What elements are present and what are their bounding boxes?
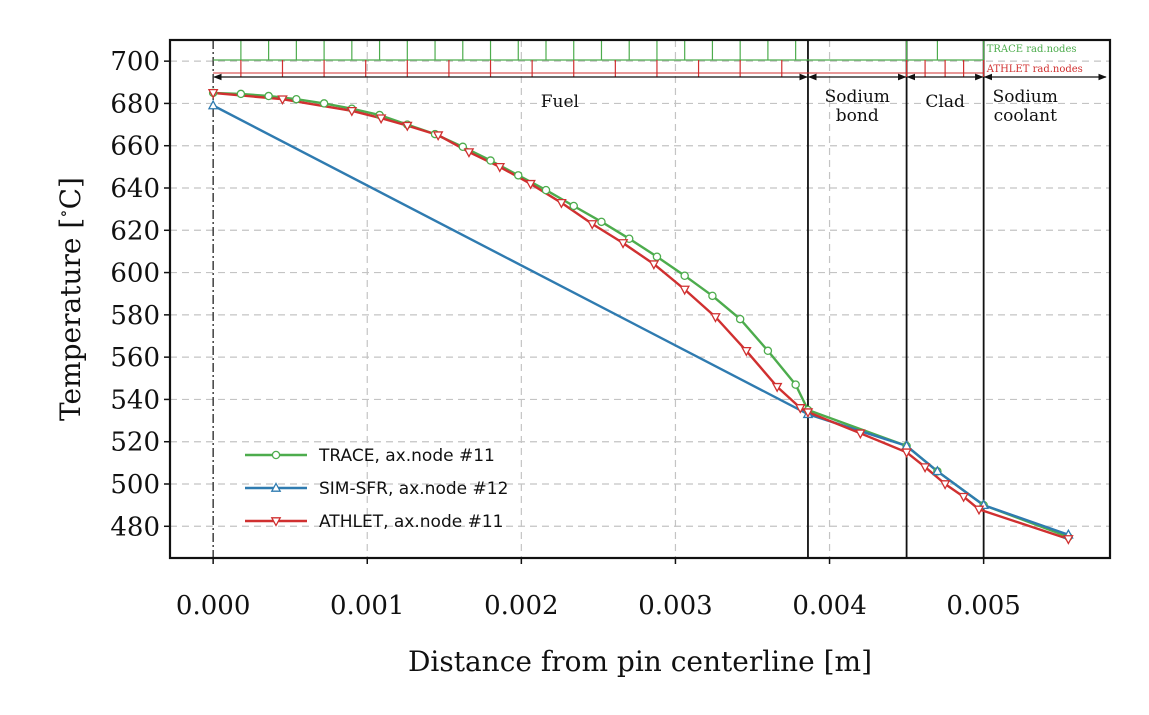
y-tick-label-2: 520 — [110, 428, 160, 458]
series-0-point-11 — [514, 171, 523, 180]
series-2-point-10 — [586, 220, 598, 230]
y-axis-title-unit: C] — [54, 177, 87, 209]
legend-marker-1 — [270, 482, 282, 492]
series-2-point-23 — [958, 492, 969, 503]
series-0-point-3 — [292, 94, 301, 104]
x-tick-label-4: 0.004 — [792, 591, 866, 621]
series-2-point-3 — [375, 114, 387, 125]
series-2-point-25 — [1063, 535, 1074, 545]
series-2-point-18 — [802, 408, 814, 418]
y-tick-label-4: 560 — [110, 343, 160, 373]
series-0-point-17 — [680, 271, 689, 280]
series-0-point-1 — [236, 89, 246, 99]
series-2-point-14 — [710, 313, 721, 323]
x-axis-title: Distance from pin centerline [m] — [408, 645, 872, 678]
plot-background — [170, 40, 1110, 558]
series-2-point-17 — [794, 404, 806, 414]
trace-nodes-label: TRACE rad.nodes — [987, 44, 1077, 55]
y-tick-label-7: 620 — [110, 216, 160, 246]
series-2-point-21 — [919, 463, 931, 473]
series-2-point-15 — [741, 346, 752, 357]
region-label-2-0: Clad — [925, 92, 965, 112]
series-0-point-2 — [264, 91, 273, 101]
region-label-3-1: coolant — [994, 106, 1058, 126]
series-2-point-7 — [494, 163, 506, 173]
series-2-point-0 — [207, 89, 219, 99]
series-0-point-12 — [541, 185, 551, 195]
series-2-point-16 — [771, 382, 783, 393]
series-2-point-20 — [901, 448, 912, 459]
x-tick-label-3: 0.003 — [638, 591, 712, 621]
series-2-point-9 — [556, 198, 567, 209]
y-tick-label-10: 680 — [110, 89, 160, 119]
series-1-point-0 — [207, 99, 219, 110]
legend: TRACE, ax.node #11 SIM-SFR, ax.node #12 AT… — [245, 446, 508, 532]
series-2-point-5 — [432, 131, 444, 142]
series-2-point-4 — [402, 121, 413, 132]
series-2-point-12 — [648, 260, 660, 270]
y-tick-label-6: 600 — [110, 259, 160, 289]
series-2-point-1 — [277, 95, 288, 106]
series-0-point-19 — [735, 314, 745, 324]
series-0-point-20 — [763, 346, 773, 356]
series-line-1 — [212, 104, 1069, 536]
region-label-3-0: Sodium — [993, 87, 1058, 107]
series-0-point-10 — [486, 156, 495, 165]
y-tick-label-11: 700 — [110, 47, 160, 77]
athlet-nodes-label: ATHLET rad.nodes — [986, 64, 1083, 75]
series-0-point-16 — [652, 252, 662, 261]
series-2-point-2 — [346, 106, 358, 117]
region-label-1-0: Sodium — [825, 87, 890, 107]
series-2-point-11 — [617, 239, 629, 249]
y-tick-label-5: 580 — [110, 301, 160, 331]
x-tick-label-1: 0.001 — [330, 591, 404, 621]
y-axis-title-name: Temperature [ — [54, 218, 87, 421]
legend-label-2: ATHLET, ax.node #11 — [319, 512, 503, 532]
series-2-point-22 — [939, 480, 951, 490]
y-tick-label-9: 660 — [110, 132, 160, 162]
y-tick-label-0: 480 — [110, 512, 160, 542]
y-axis-title: Temperature [∘C] — [54, 177, 87, 421]
region-boundaries — [807, 40, 985, 558]
region-label-0-0: Fuel — [541, 92, 579, 112]
x-tick-label-5: 0.005 — [946, 591, 1020, 621]
series-2-point-13 — [679, 285, 690, 296]
series-2-point-6 — [463, 148, 475, 158]
ticks: 480 500 520 540 560 580 600 620 640 660 680 700 0.00… — [110, 47, 1020, 621]
y-tick-label-8: 640 — [110, 174, 160, 204]
legend-label-1: SIM-SFR, ax.node #12 — [319, 479, 508, 499]
x-tick-label-0: 0.000 — [176, 591, 250, 621]
series-2-point-19 — [855, 429, 866, 440]
y-tick-label-3: 540 — [110, 385, 160, 415]
y-tick-label-1: 500 — [110, 470, 160, 500]
region-label-1-1: bond — [836, 106, 879, 126]
legend-label-0: TRACE, ax.node #11 — [318, 446, 495, 466]
plot-frame — [168, 38, 1112, 560]
series-2-point-24 — [973, 505, 985, 516]
legend-marker-0 — [271, 450, 281, 460]
series-2-point-8 — [525, 179, 536, 190]
series-0-point-21 — [791, 380, 800, 389]
series-0-point-4 — [319, 99, 329, 108]
series-0-point-13 — [569, 201, 578, 211]
series-0-point-18 — [708, 291, 717, 301]
legend-marker-2 — [270, 517, 282, 527]
series-layer — [207, 88, 1074, 545]
x-tick-label-2: 0.002 — [484, 591, 558, 621]
series-0-point-14 — [597, 217, 606, 227]
y-axis-title-degree: ∘ — [54, 209, 74, 217]
series-1-point-3 — [932, 465, 943, 476]
